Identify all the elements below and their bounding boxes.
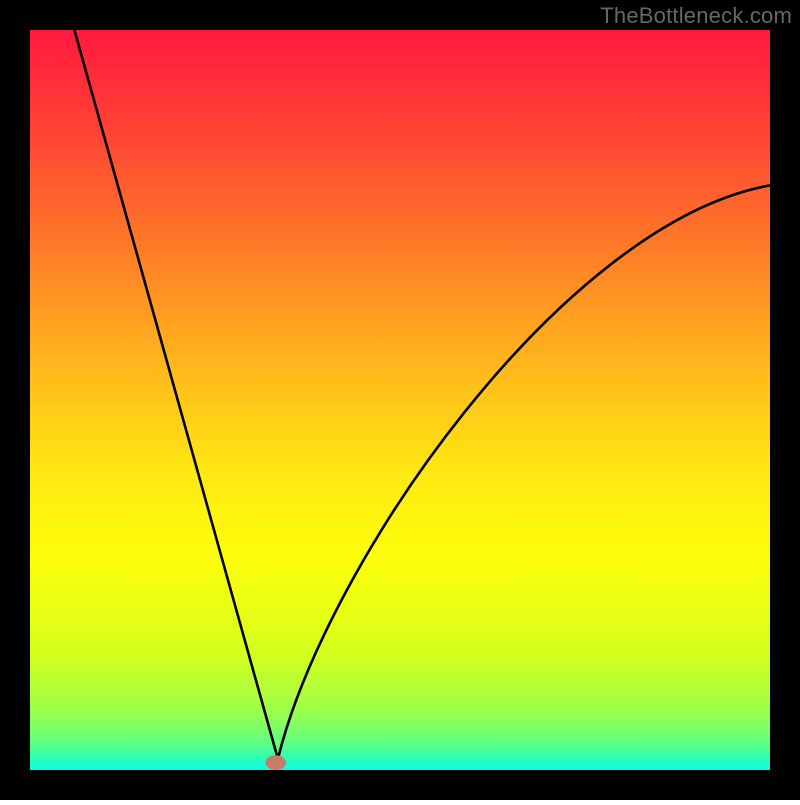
- plot-background: [30, 30, 770, 770]
- watermark-label: TheBottleneck.com: [600, 3, 792, 29]
- bottleneck-chart: [0, 0, 800, 800]
- minimum-marker: [265, 755, 286, 770]
- chart-canvas: TheBottleneck.com: [0, 0, 800, 800]
